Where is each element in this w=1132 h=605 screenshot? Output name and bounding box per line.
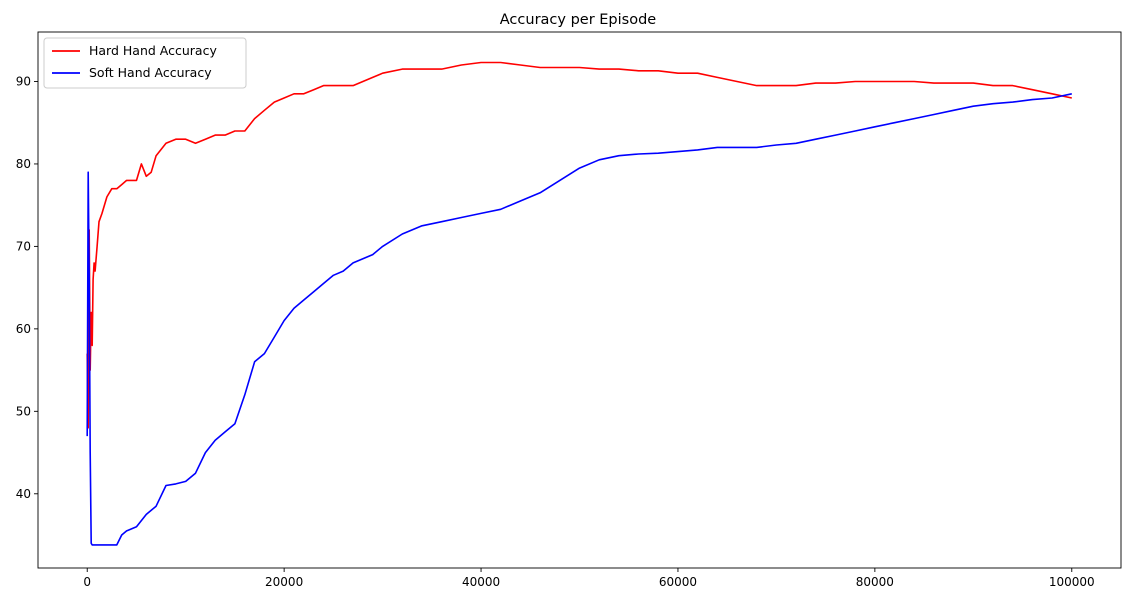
x-tick-label: 40000 xyxy=(462,575,500,589)
series-layer xyxy=(86,61,1072,546)
x-tick-label: 0 xyxy=(83,575,91,589)
x-tick-label: 20000 xyxy=(265,575,303,589)
plot-area xyxy=(37,31,1122,569)
legend-label-hard: Hard Hand Accuracy xyxy=(89,43,217,58)
series-line-hard-hand xyxy=(86,61,1072,429)
y-axis: 40 50 60 70 80 90 xyxy=(16,74,38,501)
y-tick-label: 90 xyxy=(16,74,31,88)
chart-title: Accuracy per Episode xyxy=(500,12,657,28)
y-tick-label: 60 xyxy=(16,322,31,336)
y-tick-label: 80 xyxy=(16,157,31,171)
x-axis: 0 20000 40000 60000 80000 100000 xyxy=(83,568,1095,589)
legend-label-soft: Soft Hand Accuracy xyxy=(89,65,212,80)
x-tick-label: 80000 xyxy=(856,575,894,589)
y-tick-label: 70 xyxy=(16,239,31,253)
legend-box xyxy=(43,37,247,89)
series-line-soft-hand xyxy=(86,93,1072,546)
legend: Hard Hand Accuracy Soft Hand Accuracy xyxy=(43,37,247,89)
x-tick-label: 100000 xyxy=(1049,575,1095,589)
y-tick-label: 50 xyxy=(16,404,31,418)
x-tick-label: 60000 xyxy=(659,575,697,589)
y-tick-label: 40 xyxy=(16,487,31,501)
